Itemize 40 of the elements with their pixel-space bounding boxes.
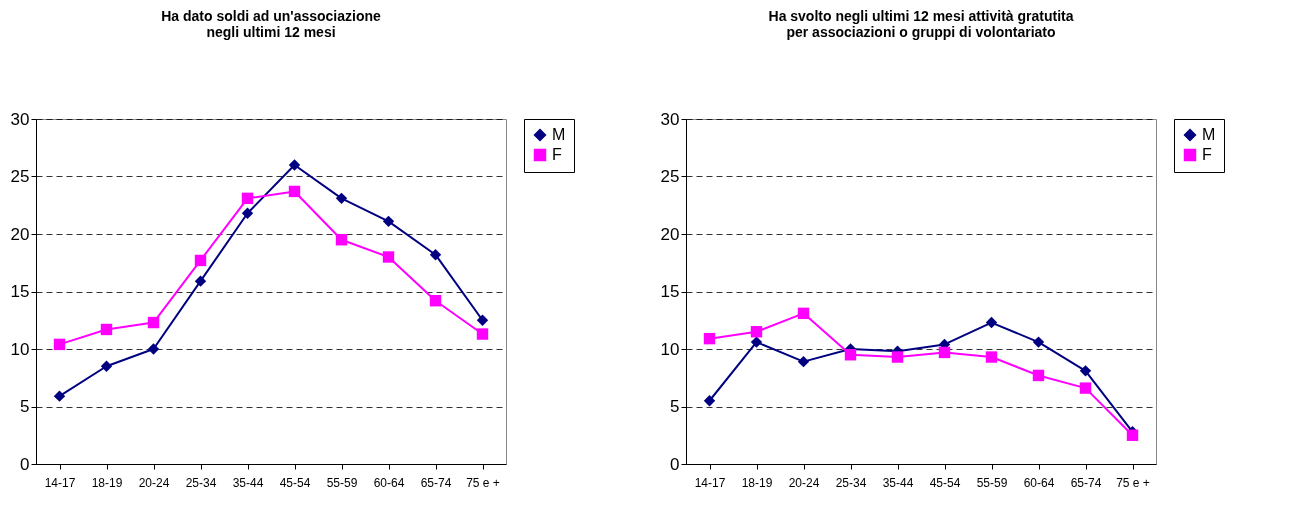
chart-title: Ha dato soldi ad un'associazione negli ultimi 12 mesi: [161, 8, 382, 40]
y-tick-label: 25: [660, 167, 680, 186]
x-tick-label: 55-59: [326, 475, 358, 490]
x-tick-label: 65-74: [1070, 475, 1102, 490]
x-tick-label: 35-44: [882, 475, 914, 490]
y-tick-label: 30: [660, 109, 680, 129]
x-tick-label: 25-34: [835, 475, 867, 490]
y-tick-label: 10: [660, 339, 680, 359]
x-tick-label: 20-24: [788, 475, 820, 490]
x-tick-label: 14-17: [694, 475, 726, 490]
x-tick-label: 18-19: [91, 475, 123, 490]
x-tick-label: 55-59: [976, 475, 1008, 490]
x-tick-label: 20-24: [138, 475, 170, 490]
y-tick-label: 0: [670, 454, 680, 474]
x-tick-label: 75 e +: [1116, 475, 1150, 490]
x-tick-label: 14-17: [44, 475, 76, 490]
y-tick-label: 5: [20, 397, 30, 416]
y-tick-label: 20: [10, 224, 30, 244]
x-tick-label: 18-19: [741, 475, 773, 490]
legend-label: F: [552, 146, 562, 163]
y-tick-label: 20: [660, 224, 680, 244]
chart-title: Ha svolto negli ultimi 12 mesi attività gratutita per associazioni o gruppi di volontariato: [768, 8, 1074, 40]
legend-label: M: [1202, 126, 1216, 143]
x-tick-label: 65-74: [420, 475, 452, 490]
y-tick-label: 30: [10, 109, 30, 129]
legend-label: F: [1202, 146, 1212, 163]
y-tick-label: 25: [10, 167, 30, 186]
x-tick-label: 60-64: [373, 475, 405, 490]
y-tick-label: 10: [10, 339, 30, 359]
x-tick-label: 25-34: [185, 475, 217, 490]
x-tick-label: 35-44: [232, 475, 264, 490]
x-tick-label: 75 e +: [466, 475, 500, 490]
legend-label: M: [552, 126, 566, 143]
x-tick-label: 45-54: [279, 475, 311, 490]
y-tick-label: 15: [660, 282, 680, 301]
x-tick-label: 45-54: [929, 475, 961, 490]
x-tick-label: 60-64: [1023, 475, 1055, 490]
y-tick-label: 15: [10, 282, 30, 301]
y-tick-label: 0: [20, 454, 30, 474]
y-tick-label: 5: [670, 397, 680, 416]
